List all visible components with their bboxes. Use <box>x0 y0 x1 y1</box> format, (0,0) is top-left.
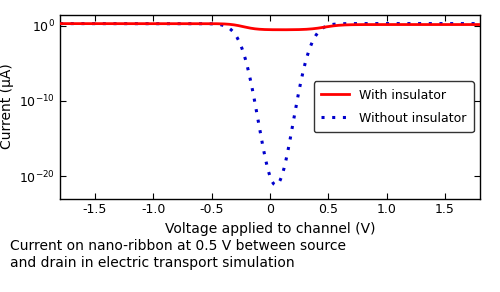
Without insulator <box>78 22 84 25</box>
Without insulator <box>465 22 471 25</box>
With insulator <box>250 27 256 30</box>
With insulator <box>465 23 471 26</box>
X-axis label: Voltage applied to channel (V): Voltage applied to channel (V) <box>165 222 375 236</box>
Without insulator <box>273 183 279 187</box>
With insulator <box>261 28 267 31</box>
Without insulator <box>477 22 483 25</box>
Without insulator <box>261 151 267 155</box>
Without insulator <box>250 91 256 95</box>
With insulator <box>278 28 284 32</box>
Line: With insulator: With insulator <box>60 24 480 30</box>
Without insulator <box>57 22 63 25</box>
Legend: With insulator, Without insulator: With insulator, Without insulator <box>314 81 474 132</box>
With insulator <box>57 22 63 25</box>
With insulator <box>388 23 394 26</box>
With insulator <box>465 23 471 26</box>
With insulator <box>477 23 483 26</box>
With insulator <box>78 22 84 25</box>
Text: Current on nano-ribbon at 0.5 V between source
and drain in electric transport s: Current on nano-ribbon at 0.5 V between … <box>10 239 346 270</box>
Line: Without insulator: Without insulator <box>60 24 480 185</box>
Without insulator <box>388 22 394 25</box>
Y-axis label: Current (μA): Current (μA) <box>0 64 14 150</box>
Without insulator <box>465 22 471 25</box>
